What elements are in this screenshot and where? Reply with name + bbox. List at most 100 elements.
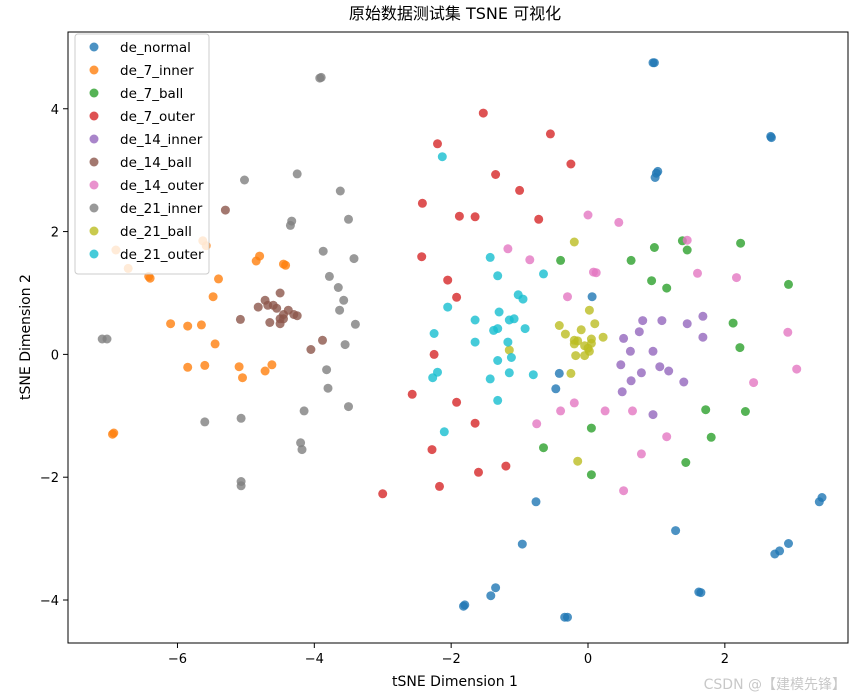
- point-de_normal-20: [491, 583, 501, 593]
- series-de_21_ball: [504, 237, 608, 466]
- point-de_7_inner-19: [260, 366, 270, 376]
- point-de_21_inner-10: [324, 271, 334, 281]
- point-de_7_inner-7: [183, 362, 193, 372]
- point-de_7_outer-16: [470, 418, 480, 428]
- point-de_7_ball-5: [647, 276, 657, 286]
- point-de_21_outer-6: [443, 302, 453, 312]
- point-de_21_outer-24: [493, 395, 503, 405]
- legend-label-de_21_inner: de_21_inner: [120, 201, 203, 217]
- point-de_21_outer-5: [518, 294, 528, 304]
- legend-label-de_14_outer: de_14_outer: [120, 178, 204, 194]
- point-de_14_outer-7: [693, 268, 702, 278]
- point-de_7_inner-18: [255, 251, 265, 261]
- point-de_21_inner-27: [102, 334, 112, 344]
- point-de_14_inner-15: [617, 387, 627, 397]
- point-de_7_inner-16: [238, 373, 247, 383]
- point-de_14_ball-14: [220, 205, 230, 215]
- point-de_14_outer-16: [628, 406, 637, 416]
- point-de_7_ball-13: [706, 432, 716, 442]
- point-de_14_outer-15: [600, 406, 610, 416]
- legend-marker-de_21_outer: [89, 249, 99, 259]
- legend-marker-de_21_inner: [89, 203, 99, 213]
- legend-marker-de_21_ball: [89, 226, 99, 236]
- point-de_21_inner-5: [344, 214, 353, 224]
- point-de_14_ball-17: [279, 314, 288, 324]
- x-tick-label: −2: [442, 652, 461, 667]
- legend: de_normal de_7_inner de_7_ball de_7_outerde…: [74, 33, 210, 275]
- y-tick-label: 0: [51, 348, 59, 363]
- point-de_21_ball-18: [569, 335, 579, 345]
- series-de_7_outer: [378, 108, 576, 499]
- point-de_21_inner-3: [240, 175, 249, 185]
- point-de_21_outer-13: [520, 324, 530, 334]
- point-de_14_inner-11: [626, 376, 636, 386]
- point-de_21_inner-18: [344, 402, 353, 412]
- point-de_21_outer-0: [437, 152, 447, 162]
- point-de_7_ball-6: [662, 283, 672, 293]
- point-de_21_outer-23: [485, 374, 495, 384]
- point-de_21_ball-4: [576, 325, 586, 335]
- point-de_7_inner-23: [166, 319, 176, 329]
- point-de_normal-10: [531, 497, 541, 507]
- point-de_7_outer-8: [534, 214, 544, 224]
- point-de_7_inner-6: [183, 321, 193, 331]
- point-de_14_outer-8: [732, 273, 741, 283]
- legend-label-de_21_ball: de_21_ball: [120, 224, 192, 240]
- x-tick-label: −6: [168, 652, 187, 667]
- legend-label-de_21_outer: de_21_outer: [120, 247, 204, 263]
- legend-label-de_14_ball: de_14_ball: [120, 155, 192, 171]
- point-de_7_outer-7: [470, 212, 480, 222]
- legend-marker-de_14_outer: [89, 180, 99, 190]
- series-de_7_ball: [539, 236, 793, 480]
- point-de_normal-11: [517, 539, 527, 549]
- point-de_normal-4: [650, 173, 660, 182]
- point-de_21_outer-20: [528, 370, 538, 380]
- point-de_7_outer-12: [452, 292, 462, 302]
- y-tick-label: 4: [51, 103, 59, 118]
- point-de_7_ball-7: [736, 238, 746, 248]
- point-de_21_outer-10: [470, 315, 480, 325]
- point-de_14_inner-14: [636, 368, 646, 378]
- point-de_7_outer-13: [429, 349, 439, 359]
- point-de_14_ball-6: [292, 311, 302, 321]
- point-de_14_inner-3: [698, 311, 708, 321]
- point-de_21_ball-6: [598, 332, 608, 342]
- point-de_14_ball-12: [253, 302, 263, 312]
- point-de_7_ball-0: [556, 255, 566, 265]
- point-de_21_inner-22: [200, 417, 210, 427]
- point-de_21_outer-3: [539, 269, 548, 279]
- legend-label-de_7_inner: de_7_inner: [120, 63, 194, 79]
- point-de_14_inner-7: [625, 346, 635, 356]
- point-de_14_ball-7: [275, 288, 285, 298]
- point-de_14_outer-18: [662, 432, 672, 442]
- point-de_14_inner-1: [657, 316, 667, 326]
- point-de_7_ball-17: [681, 458, 691, 467]
- point-de_21_ball-14: [580, 351, 590, 361]
- point-de_7_ball-16: [586, 470, 596, 480]
- point-de_14_outer-2: [682, 235, 692, 245]
- point-de_14_inner-10: [616, 360, 626, 370]
- point-de_7_ball-14: [586, 423, 596, 433]
- point-de_21_inner-11: [333, 283, 343, 292]
- point-de_14_outer-17: [532, 419, 542, 429]
- point-de_7_ball-2: [649, 243, 659, 252]
- point-de_7_outer-18: [435, 481, 444, 491]
- point-de_14_inner-2: [638, 316, 648, 326]
- y-tick-label: −2: [40, 471, 59, 486]
- point-de_14_inner-0: [634, 327, 644, 337]
- point-de_14_outer-12: [749, 378, 759, 388]
- point-de_14_inner-13: [679, 377, 689, 387]
- point-de_14_outer-0: [583, 210, 593, 220]
- point-de_normal-21: [486, 591, 496, 601]
- point-de_21_inner-2: [292, 169, 302, 179]
- legend-marker-de_14_ball: [89, 157, 99, 167]
- point-de_14_ball-15: [306, 345, 316, 354]
- legend-label-de_7_outer: de_7_outer: [120, 109, 195, 125]
- point-de_7_inner-12: [210, 339, 220, 349]
- point-de_7_inner-1: [109, 428, 119, 438]
- point-de_7_inner-20: [267, 360, 277, 370]
- point-de_14_ball-13: [235, 314, 245, 324]
- point-de_21_ball-17: [573, 456, 583, 466]
- y-axis-title: tSNE Dimension 2: [18, 274, 34, 400]
- point-de_14_inner-5: [698, 332, 708, 342]
